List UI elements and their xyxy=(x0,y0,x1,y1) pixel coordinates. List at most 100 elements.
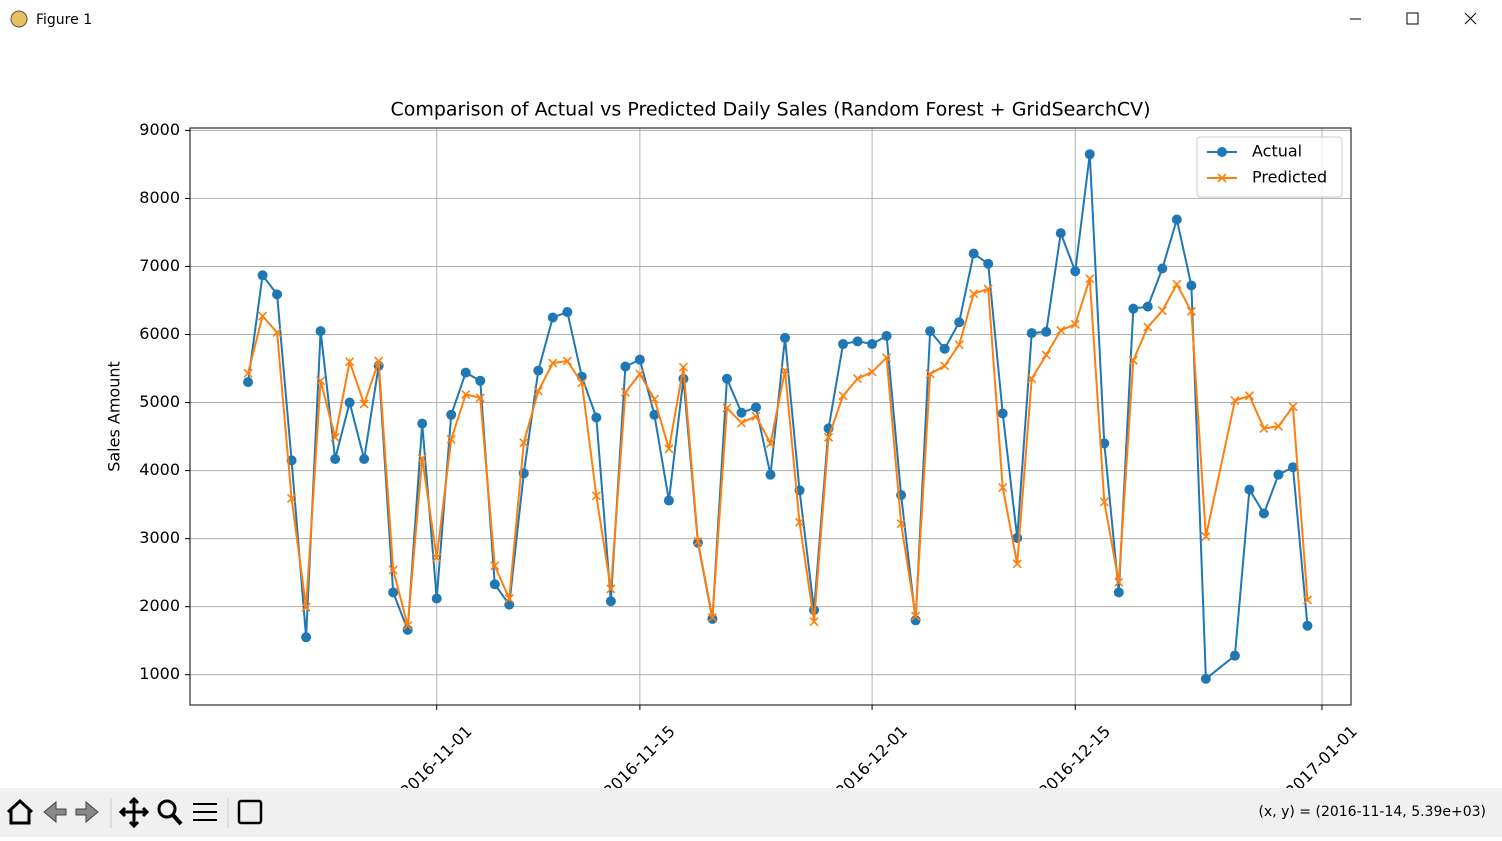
point xyxy=(1186,306,1196,316)
point xyxy=(315,326,326,337)
point xyxy=(1200,673,1211,684)
point xyxy=(562,356,572,366)
point xyxy=(1055,228,1066,239)
legend-label: Actual xyxy=(1252,142,1302,161)
point xyxy=(257,270,268,281)
point xyxy=(374,356,384,366)
point xyxy=(620,361,631,372)
point xyxy=(417,418,428,429)
point xyxy=(475,375,486,386)
point xyxy=(460,367,471,378)
point xyxy=(678,362,688,372)
point xyxy=(417,453,427,463)
point xyxy=(1027,374,1037,384)
y-tick-label: 9000 xyxy=(139,120,180,139)
point xyxy=(881,330,892,341)
point xyxy=(823,432,834,442)
point xyxy=(635,369,645,379)
point xyxy=(939,343,950,354)
plot-frame xyxy=(189,127,1352,706)
point xyxy=(911,611,921,621)
point xyxy=(1070,266,1081,277)
y-tick-label: 6000 xyxy=(139,324,180,343)
point xyxy=(1041,350,1051,360)
point xyxy=(983,258,994,269)
y-tick-label: 8000 xyxy=(139,188,180,207)
point xyxy=(461,389,471,399)
point xyxy=(925,369,935,379)
point xyxy=(243,377,254,388)
point xyxy=(1244,391,1254,401)
point xyxy=(634,354,645,365)
point xyxy=(591,491,601,501)
point xyxy=(969,289,979,299)
maximize-button[interactable] xyxy=(1406,12,1419,25)
point xyxy=(1012,559,1022,569)
point xyxy=(736,407,747,418)
point xyxy=(765,438,776,448)
point xyxy=(751,411,761,421)
point xyxy=(998,483,1008,493)
point xyxy=(533,365,544,376)
point xyxy=(1026,328,1037,339)
point xyxy=(940,361,950,371)
point xyxy=(750,402,761,413)
point xyxy=(490,561,500,571)
y-tick-label: 5000 xyxy=(139,392,180,411)
home-button[interactable] xyxy=(6,798,34,825)
point xyxy=(1114,577,1124,587)
point xyxy=(663,495,674,506)
point xyxy=(1084,149,1095,160)
pan-button[interactable] xyxy=(118,796,150,829)
save-button[interactable] xyxy=(237,799,263,825)
point xyxy=(301,602,311,612)
close-button[interactable] xyxy=(1464,12,1477,25)
point xyxy=(867,367,877,377)
app-icon xyxy=(10,10,28,28)
point xyxy=(272,327,282,338)
point xyxy=(1287,462,1298,473)
point xyxy=(577,378,587,388)
back-button[interactable] xyxy=(43,800,67,824)
point xyxy=(721,373,732,384)
point xyxy=(649,394,659,404)
point xyxy=(997,408,1008,419)
point xyxy=(475,393,485,403)
forward-button[interactable] xyxy=(75,800,99,824)
y-tick-label: 7000 xyxy=(139,256,180,275)
title-bar xyxy=(0,0,1502,38)
point xyxy=(403,621,413,631)
point xyxy=(722,403,732,413)
point xyxy=(1171,214,1182,225)
point xyxy=(548,358,558,368)
chart-title: Comparison of Actual vs Predicted Daily … xyxy=(390,99,1150,121)
point xyxy=(519,438,529,448)
point xyxy=(852,336,863,347)
point xyxy=(896,519,906,529)
y-axis-label: Sales Amount xyxy=(105,361,124,472)
point xyxy=(1172,279,1182,289)
point xyxy=(1113,587,1124,598)
point xyxy=(388,587,399,598)
point xyxy=(330,454,341,465)
point xyxy=(1099,497,1109,507)
point xyxy=(1157,263,1168,274)
point xyxy=(330,432,340,442)
zoom-button[interactable] xyxy=(157,799,177,819)
point xyxy=(1302,620,1313,631)
point xyxy=(591,412,602,423)
legend-label: Predicted xyxy=(1252,168,1327,187)
point xyxy=(1273,469,1284,480)
point xyxy=(925,326,936,337)
point xyxy=(1128,303,1139,314)
point xyxy=(707,612,718,623)
point xyxy=(1229,650,1240,661)
point xyxy=(954,340,964,350)
point xyxy=(547,312,558,323)
configure-button[interactable] xyxy=(193,803,217,821)
point xyxy=(1201,532,1211,542)
point xyxy=(431,593,442,604)
point xyxy=(446,434,456,444)
point xyxy=(954,317,965,328)
